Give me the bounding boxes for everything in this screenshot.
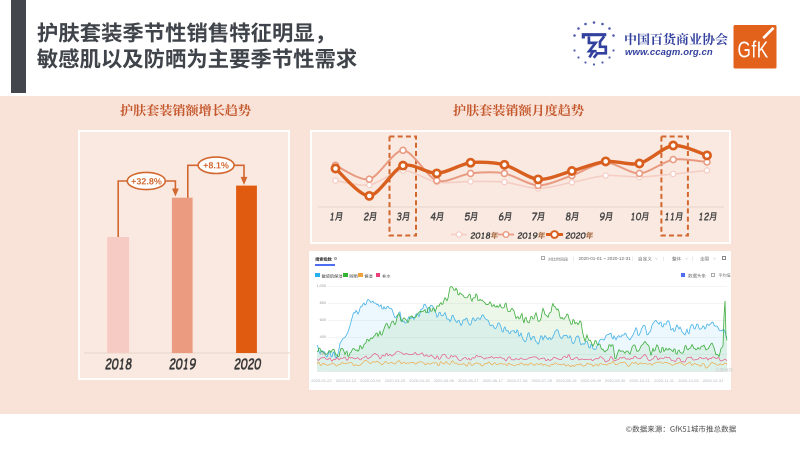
svg-text:GfK: GfK xyxy=(738,37,769,63)
